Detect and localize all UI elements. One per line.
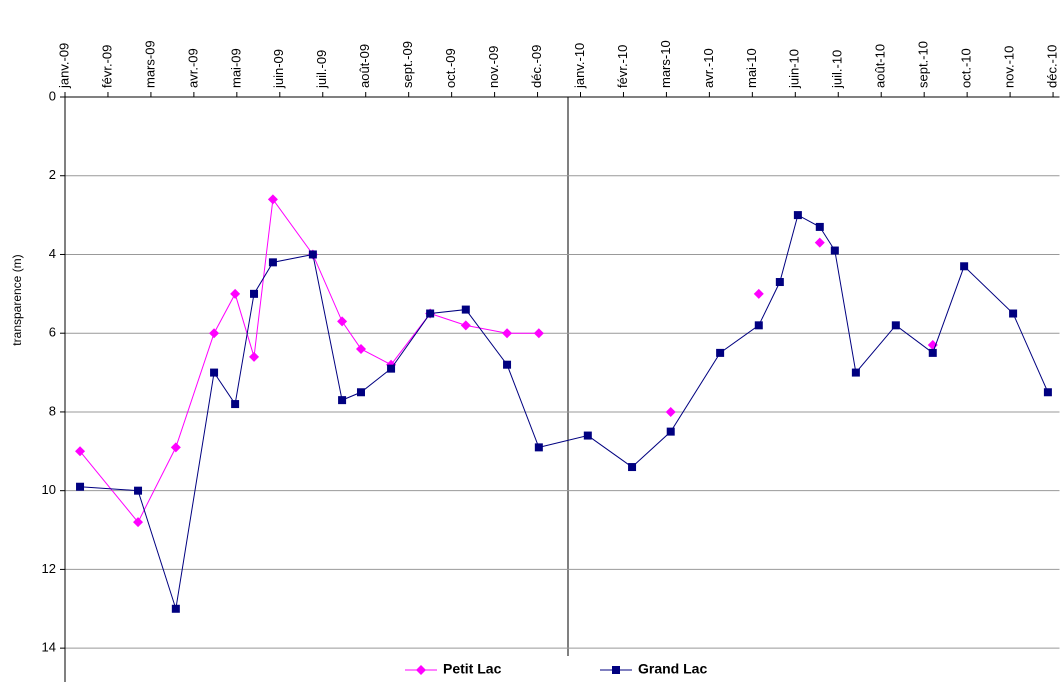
y-tick-label: 14 bbox=[42, 640, 56, 655]
y-tick-label: 6 bbox=[49, 325, 56, 340]
x-tick-label: févr.-10 bbox=[615, 45, 630, 88]
point bbox=[716, 348, 725, 357]
x-tick-label: oct.-10 bbox=[959, 48, 974, 88]
x-tick-label: avr.-09 bbox=[185, 48, 200, 88]
y-tick-label: 12 bbox=[42, 561, 56, 576]
x-tick-label: janv.-10 bbox=[572, 43, 587, 89]
point bbox=[628, 463, 637, 472]
legend-label: Grand Lac bbox=[638, 661, 707, 677]
y-axis-label: transparence (m) bbox=[10, 254, 24, 345]
x-tick-label: sept.-10 bbox=[916, 41, 931, 88]
x-tick-label: janv.-09 bbox=[56, 43, 71, 89]
x-tick-label: avr.-10 bbox=[701, 48, 716, 88]
x-tick-label: déc.-10 bbox=[1044, 45, 1059, 88]
x-tick-label: oct.-09 bbox=[443, 48, 458, 88]
point bbox=[583, 431, 592, 440]
y-tick-label: 8 bbox=[49, 403, 56, 418]
point bbox=[75, 446, 86, 457]
point bbox=[461, 305, 470, 314]
point bbox=[249, 351, 260, 362]
point bbox=[533, 328, 544, 339]
point bbox=[534, 443, 543, 452]
x-tick-label: sept.-09 bbox=[400, 41, 415, 88]
point bbox=[927, 340, 938, 351]
point bbox=[754, 321, 763, 330]
point bbox=[851, 368, 860, 377]
point bbox=[170, 442, 181, 453]
point bbox=[133, 517, 144, 528]
point bbox=[250, 289, 259, 298]
point bbox=[502, 328, 513, 339]
point bbox=[387, 364, 396, 373]
series-line bbox=[80, 214, 1049, 609]
legend-marker bbox=[612, 666, 620, 674]
y-tick-label: 0 bbox=[49, 88, 56, 103]
point bbox=[960, 262, 969, 271]
point bbox=[268, 258, 277, 267]
x-tick-label: mai-09 bbox=[228, 48, 243, 88]
point bbox=[891, 321, 900, 330]
point bbox=[793, 211, 802, 220]
point bbox=[1043, 388, 1052, 397]
point bbox=[209, 328, 220, 339]
legend-label: Petit Lac bbox=[443, 661, 502, 677]
point bbox=[426, 309, 435, 318]
point bbox=[665, 406, 676, 417]
point bbox=[753, 288, 764, 299]
point bbox=[815, 222, 824, 231]
point bbox=[134, 486, 143, 495]
point bbox=[267, 194, 278, 205]
point bbox=[814, 237, 825, 248]
x-tick-label: juin-10 bbox=[787, 49, 802, 89]
point bbox=[666, 427, 675, 436]
x-tick-label: déc.-09 bbox=[529, 45, 544, 88]
point bbox=[76, 482, 85, 491]
x-tick-label: mars-10 bbox=[658, 40, 673, 88]
y-tick-label: 10 bbox=[42, 482, 56, 497]
legend-marker bbox=[416, 665, 426, 675]
point bbox=[337, 316, 348, 327]
point bbox=[171, 604, 180, 613]
x-tick-label: juil.-09 bbox=[314, 50, 329, 89]
point bbox=[460, 320, 471, 331]
point bbox=[231, 400, 240, 409]
y-tick-label: 2 bbox=[49, 167, 56, 182]
x-tick-label: nov.-10 bbox=[1002, 46, 1017, 88]
x-tick-label: févr.-09 bbox=[99, 45, 114, 88]
x-tick-label: juil.-10 bbox=[830, 50, 845, 89]
point bbox=[338, 396, 347, 405]
point bbox=[503, 360, 512, 369]
x-tick-label: nov.-09 bbox=[486, 46, 501, 88]
point bbox=[775, 278, 784, 287]
point bbox=[1009, 309, 1018, 318]
point bbox=[830, 246, 839, 255]
x-tick-label: juin-09 bbox=[271, 49, 286, 89]
point bbox=[230, 288, 241, 299]
x-tick-label: août-10 bbox=[873, 44, 888, 88]
x-tick-label: août-09 bbox=[357, 44, 372, 88]
x-tick-label: mai-10 bbox=[744, 48, 759, 88]
point bbox=[928, 348, 937, 357]
y-tick-label: 4 bbox=[49, 246, 56, 261]
x-tick-label: mars-09 bbox=[142, 40, 157, 88]
point bbox=[210, 368, 219, 377]
point bbox=[356, 388, 365, 397]
point bbox=[355, 343, 366, 354]
point bbox=[308, 250, 317, 259]
